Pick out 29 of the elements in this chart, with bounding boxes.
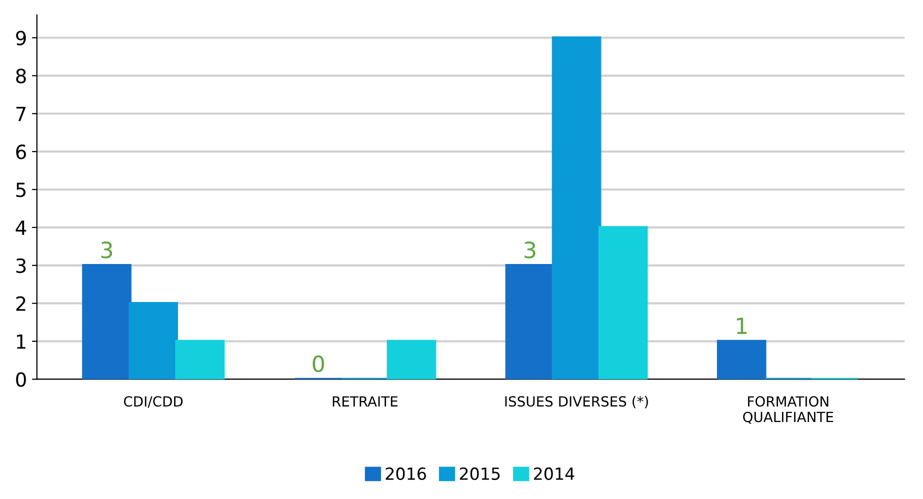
x-tick-label: FORMATION QUALIFIANTE <box>743 396 834 424</box>
bar <box>386 340 436 380</box>
x-tick-label: ISSUES DIVERSES (*) <box>505 396 648 408</box>
x-tick-label: RETRAITE <box>332 396 398 406</box>
y-tick-label: 0 <box>16 372 26 387</box>
bar <box>552 36 602 380</box>
y-tick-label: 6 <box>16 144 26 160</box>
bar <box>598 226 648 380</box>
legend-label: 2015 <box>460 467 500 480</box>
bar <box>716 340 766 380</box>
bar <box>82 264 132 380</box>
y-tick-label: 5 <box>16 182 26 198</box>
bar <box>128 302 178 380</box>
y-tick-label: 7 <box>16 106 26 122</box>
data-label: 3 <box>524 242 536 258</box>
x-tick-label: CDI/CDD <box>124 396 183 408</box>
y-tick-label: 8 <box>16 68 26 84</box>
y-tick-label: 1 <box>16 334 26 349</box>
bar <box>505 264 555 380</box>
y-tick-label: 3 <box>16 258 26 274</box>
data-label: 1 <box>736 318 747 334</box>
y-tick-label: 2 <box>16 296 26 311</box>
legend-label: 2016 <box>386 467 426 480</box>
bar <box>175 340 225 380</box>
y-tick-label: 4 <box>16 220 26 235</box>
legend-label: 2014 <box>534 467 574 480</box>
data-label: 3 <box>101 242 112 258</box>
data-label: 0 <box>312 355 324 372</box>
y-tick-label: 9 <box>16 30 26 46</box>
